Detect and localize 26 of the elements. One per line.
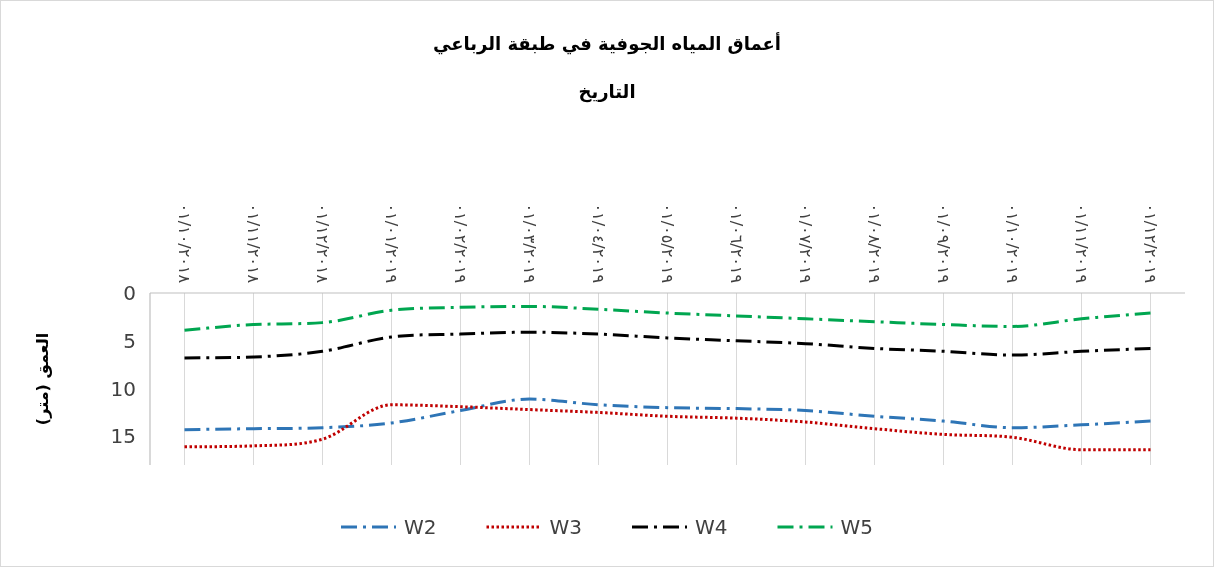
x-tick-label: ٠١/٠٤/٢٠١٩	[588, 203, 608, 283]
x-tick-label: ٠١/٠٢/٢٠١٩	[450, 203, 470, 283]
x-tick-label: ٠١/٠٨/٢٠١٩	[864, 203, 884, 283]
x-tick-label: ٠١/٠٥/٢٠١٩	[657, 203, 677, 283]
x-tick-label: ٠١/٠١/٢٠١٩	[381, 203, 401, 283]
x-tick-label: ٠١/٠٦/٢٠١٩	[726, 203, 746, 283]
legend-label: W2	[404, 515, 437, 539]
x-tick-label: ٠١/١٢/٢٠١٩	[1140, 203, 1160, 283]
x-tick-label: ٠١/١١/٢٠١٨	[243, 203, 263, 284]
y-tick-label: 10	[110, 376, 136, 401]
x-tick-label: ٠١/٠٩/٢٠١٩	[933, 203, 953, 283]
legend-label: W5	[840, 515, 873, 539]
y-tick-label: 15	[110, 424, 136, 449]
y-tick-label: 5	[123, 328, 136, 353]
x-tick-label: ٠١/١٠/٢٠١٨	[174, 203, 194, 284]
x-tick-label: ٠١/١٢/٢٠١٨	[312, 203, 332, 284]
y-axis-title: العمق (متر)	[33, 332, 52, 426]
text: التاريخ	[578, 81, 636, 103]
legend-label: W3	[549, 515, 582, 539]
x-tick-label: ٠١/١٠/٢٠١٩	[1002, 203, 1022, 283]
legend-label: W4	[695, 515, 728, 539]
x-tick-label: ٠١/٠٣/٢٠١٩	[519, 203, 539, 283]
x-tick-label: ٠١/٠٧/٢٠١٩	[795, 203, 815, 283]
x-tick-label: ٠١/١١/٢٠١٩	[1071, 203, 1091, 283]
y-tick-label: 0	[123, 281, 136, 305]
chart-title: أعماق المياه الجوفية في طبقة الرباعي	[432, 32, 782, 55]
